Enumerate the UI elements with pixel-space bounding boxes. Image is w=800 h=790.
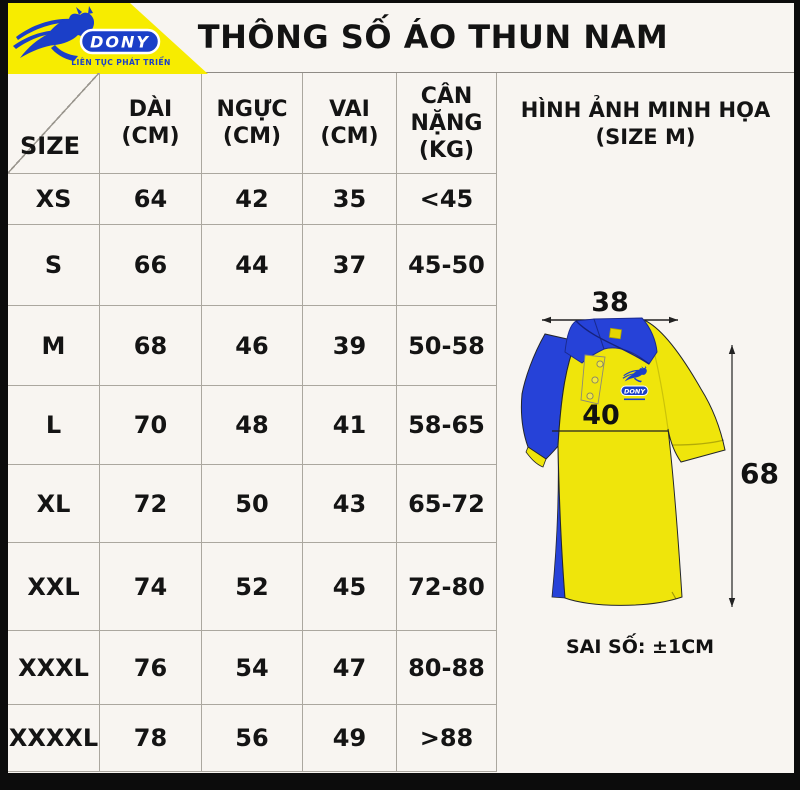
cell-xxxxl-dai: 78: [100, 705, 202, 772]
brand-pill: [79, 28, 161, 55]
size-xl: XL: [8, 465, 100, 543]
arrow-right: [669, 316, 678, 324]
size-m: M: [8, 306, 100, 386]
arrow-left: [542, 316, 551, 324]
header-can-nang-line1: CÂN NẶNG: [410, 83, 483, 136]
brand-tagline: LIÊN TỤC PHÁT TRIỂN: [71, 57, 170, 67]
cell-xxxxl-cannang: >88: [397, 705, 497, 772]
header-vai-line1: VAI: [329, 97, 370, 122]
cell-xs-nguc: 42: [202, 174, 303, 225]
cell-xs-dai: 64: [100, 174, 202, 225]
cell-m-nguc: 46: [202, 306, 303, 386]
cell-xxl-vai: 45: [303, 543, 397, 631]
header-can-nang-line2: (KG): [418, 137, 475, 163]
cell-s-vai: 37: [303, 225, 397, 306]
infographic-content: DONY LIÊN TỤC PHÁT TRIỂN THÔNG SỐ ÁO THU…: [8, 3, 794, 773]
size-l: L: [8, 386, 100, 465]
illustration-cell: HÌNH ẢNH MINH HỌA (SIZE M) 38: [497, 73, 794, 772]
illustration-header-line2: (SIZE M): [595, 125, 696, 149]
illustration-header: HÌNH ẢNH MINH HỌA (SIZE M): [497, 73, 794, 151]
cell-xxxl-vai: 47: [303, 631, 397, 705]
chest-logo-brand: DONY: [624, 387, 646, 395]
cell-m-dai: 68: [100, 306, 202, 386]
cell-l-nguc: 48: [202, 386, 303, 465]
page-title: THÔNG SỐ ÁO THUN NAM: [197, 18, 669, 56]
cell-xxxl-nguc: 54: [202, 631, 303, 705]
size-table: HÌNH ẢNH MINH HỌA (SIZE M) 38: [8, 73, 794, 772]
cell-xl-nguc: 50: [202, 465, 303, 543]
cell-xxl-dai: 74: [100, 543, 202, 631]
collar-tag: [608, 327, 622, 340]
header-dai: DÀI (CM): [100, 73, 202, 174]
header-size: SIZE: [8, 73, 100, 174]
size-s: S: [8, 225, 100, 306]
shirt-body: [557, 319, 726, 606]
size-xxl: XXL: [8, 543, 100, 631]
shirt-buttons: [586, 360, 604, 400]
header-dai-line1: DÀI: [128, 97, 173, 122]
cell-l-vai: 41: [303, 386, 397, 465]
cell-xs-vai: 35: [303, 174, 397, 225]
header-nguc-line1: NGỰC: [216, 97, 288, 122]
shirt-illustration: 38: [520, 287, 779, 658]
title-bar: DONY LIÊN TỤC PHÁT TRIỂN THÔNG SỐ ÁO THU…: [8, 3, 794, 74]
header-can-nang: CÂN NẶNG (KG): [397, 73, 497, 174]
illustration-header-line1: HÌNH ẢNH MINH HỌA: [520, 98, 771, 122]
dimension-shoulder-value: 38: [591, 287, 629, 318]
arrow-up: [728, 345, 736, 354]
size-xxxl: XXXL: [8, 631, 100, 705]
cell-s-nguc: 44: [202, 225, 303, 306]
cell-m-cannang: 50-58: [397, 306, 497, 386]
shirt-chest-logo: DONY: [620, 365, 649, 401]
cell-l-dai: 70: [100, 386, 202, 465]
size-xxxxl: XXXXL: [8, 705, 100, 772]
cell-s-cannang: 45-50: [397, 225, 497, 306]
shirt-right-cuff-line: [672, 439, 725, 446]
brand-name: DONY: [90, 33, 150, 52]
arrow-down: [728, 598, 736, 607]
cell-xxxxl-nguc: 56: [202, 705, 303, 772]
cell-m-vai: 39: [303, 306, 397, 386]
cell-l-cannang: 58-65: [397, 386, 497, 465]
kangaroo-icon: [13, 6, 95, 61]
header-nguc: NGỰC (CM): [202, 73, 303, 174]
header-vai: VAI (CM): [303, 73, 397, 174]
tolerance-note: SAI SỐ: ±1CM: [566, 632, 714, 658]
cell-xs-cannang: <45: [397, 174, 497, 225]
cell-xxxl-dai: 76: [100, 631, 202, 705]
cell-s-dai: 66: [100, 225, 202, 306]
size-xs: XS: [8, 174, 100, 225]
cell-xxxxl-vai: 49: [303, 705, 397, 772]
cell-xxxl-cannang: 80-88: [397, 631, 497, 705]
brand-logo: DONY LIÊN TỤC PHÁT TRIỂN: [8, 3, 208, 74]
cell-xxl-cannang: 72-80: [397, 543, 497, 631]
cell-xl-dai: 72: [100, 465, 202, 543]
cell-xl-vai: 43: [303, 465, 397, 543]
shirt-hem-slit: [671, 591, 677, 600]
dimension-chest-value: 40: [582, 400, 620, 431]
header-dai-line2: (CM): [121, 124, 180, 149]
shirt-left-cuff: [525, 446, 547, 468]
header-nguc-line2: (CM): [222, 124, 282, 149]
header-vai-line2: (CM): [320, 124, 379, 149]
dimension-length-value: 68: [740, 457, 779, 490]
shirt-collar: [564, 317, 658, 365]
cell-xl-cannang: 65-72: [397, 465, 497, 543]
cell-xxl-nguc: 52: [202, 543, 303, 631]
